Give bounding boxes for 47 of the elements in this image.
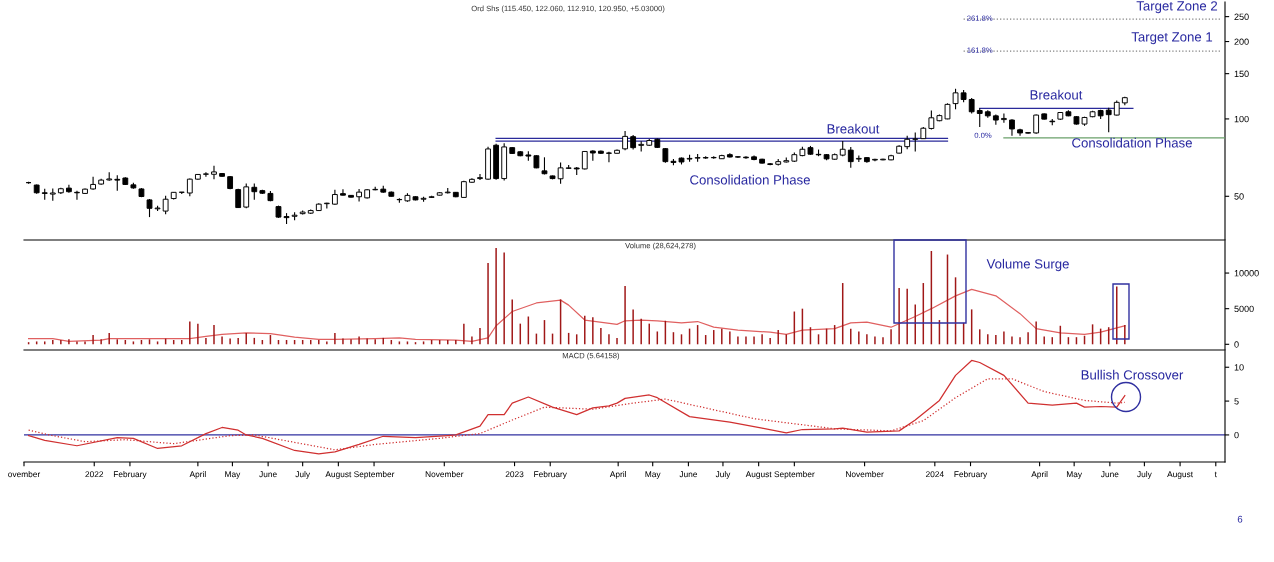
y-tick-label: 0 bbox=[1234, 341, 1239, 348]
y-tick-label: 200 bbox=[1234, 38, 1249, 45]
x-tick-label: 2024 bbox=[925, 471, 944, 478]
y-tick-label: 250 bbox=[1234, 13, 1249, 20]
annotation: Target Zone 2 bbox=[1136, 1, 1218, 14]
x-tick-label: April bbox=[189, 471, 206, 479]
annotation: Bullish Crossover bbox=[1081, 369, 1184, 380]
annotation: Consolidation Phase bbox=[1072, 137, 1192, 148]
annotation: Breakout bbox=[827, 123, 880, 134]
annotation: Target Zone 1 bbox=[1131, 32, 1213, 45]
x-tick-label: May bbox=[1066, 471, 1083, 479]
y-tick-label: 10000 bbox=[1234, 270, 1259, 277]
x-tick-label: November bbox=[425, 471, 464, 478]
x-tick-label: ovember bbox=[8, 471, 41, 478]
x-tick-label: July bbox=[295, 471, 311, 479]
x-tick-label: May bbox=[645, 471, 661, 479]
y-tick-label: 150 bbox=[1234, 70, 1249, 78]
x-tick-label: September bbox=[774, 471, 815, 479]
y-tick-label: 10 bbox=[1234, 364, 1244, 371]
y-tick-label: 5 bbox=[1234, 398, 1239, 405]
x-tick-label: t bbox=[1214, 471, 1217, 478]
x-tick-label: July bbox=[715, 471, 731, 479]
x-tick-label: June bbox=[679, 471, 698, 478]
x-tick-label: May bbox=[225, 471, 241, 479]
y-tick-label: 0 bbox=[1234, 431, 1239, 439]
y-tick-label: 50 bbox=[1234, 193, 1244, 200]
x-tick-label: August bbox=[745, 471, 772, 479]
annotation: Consolidation Phase bbox=[690, 174, 810, 185]
x-tick-label: June bbox=[259, 471, 277, 478]
y-tick-label: 100 bbox=[1234, 115, 1249, 123]
x-tick-label: July bbox=[1137, 471, 1152, 479]
x-tick-label: 2022 bbox=[85, 471, 104, 478]
annotation: Volume Surge bbox=[986, 258, 1069, 272]
x-tick-label: February bbox=[954, 471, 988, 479]
x-tick-label: February bbox=[113, 471, 147, 479]
x-tick-label: 2023 bbox=[505, 471, 524, 478]
x-tick-label: April bbox=[1031, 471, 1048, 479]
x-tick-label: April bbox=[609, 471, 626, 479]
text: 6 bbox=[1237, 515, 1243, 523]
x-tick-label: February bbox=[534, 471, 567, 479]
x-tick-label: June bbox=[1100, 471, 1119, 478]
x-tick-label: September bbox=[354, 471, 395, 479]
x-tick-label: August bbox=[1167, 471, 1193, 479]
y-tick-label: 5000 bbox=[1234, 305, 1254, 313]
annotation: Breakout bbox=[1030, 89, 1083, 100]
x-tick-label: November bbox=[846, 471, 884, 478]
x-tick-label: August bbox=[325, 471, 352, 479]
